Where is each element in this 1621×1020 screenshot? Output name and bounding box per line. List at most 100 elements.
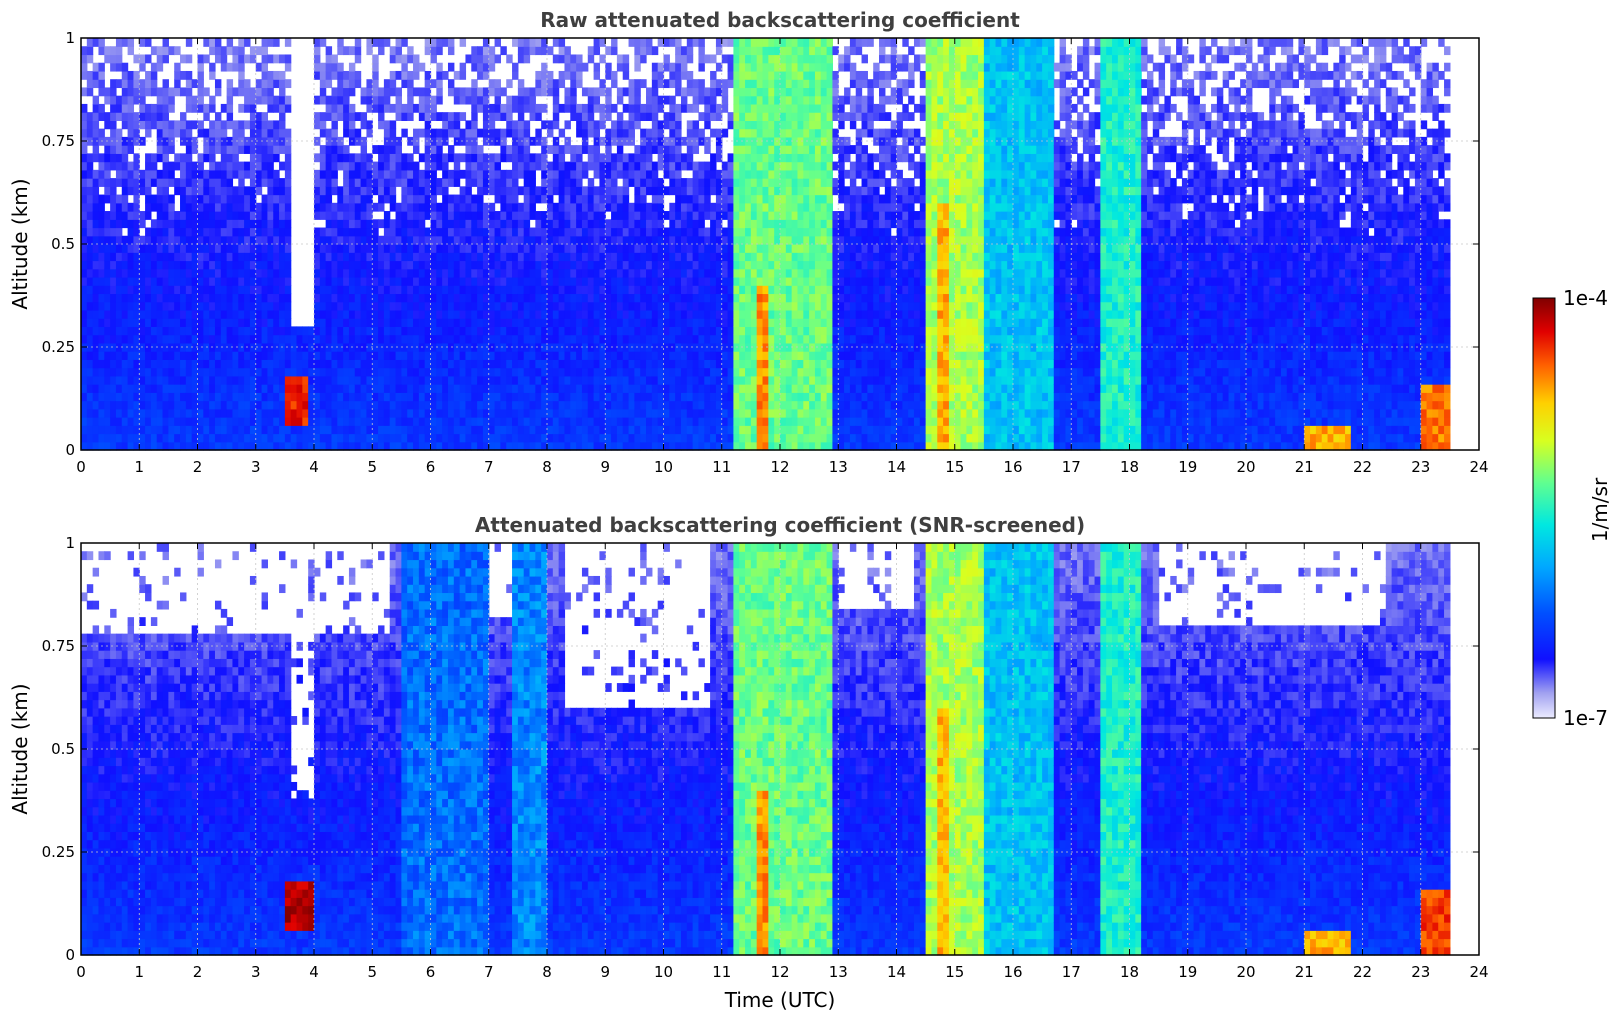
heatmap-cell [506,310,512,319]
heatmap-cell [104,335,110,344]
heatmap-cell [361,351,367,360]
heatmap-cell [460,203,466,212]
heatmap-cell [337,351,343,360]
heatmap-cell [436,368,442,377]
heatmap-cell [535,112,541,121]
heatmap-cell [588,302,594,311]
heatmap-cell [186,285,192,294]
heatmap-cell [710,178,716,187]
heatmap-cell [664,359,670,368]
heatmap-cell [314,417,320,426]
heatmap-cell [477,211,483,220]
heatmap-cell [582,203,588,212]
heatmap-cell [378,38,384,47]
heatmap-cell [605,401,611,410]
heatmap-cell [477,310,483,319]
heatmap-cell [687,269,693,278]
heatmap-cell [273,326,279,335]
heatmap-cell [151,260,157,269]
heatmap-cell [168,409,174,418]
heatmap-cell [232,63,238,72]
heatmap-cell [681,310,687,319]
heatmap-cell [518,335,524,344]
heatmap-cell [477,87,483,96]
heatmap-cell [500,401,506,410]
heatmap-cell [279,417,285,426]
heatmap-cell [530,351,536,360]
heatmap-cell [512,293,518,302]
heatmap-cell [151,71,157,80]
heatmap-cell [372,351,378,360]
heatmap-cell [611,228,617,237]
heatmap-cell [652,302,658,311]
heatmap-cell [559,310,565,319]
heatmap-cell [646,96,652,105]
heatmap-cell [186,293,192,302]
heatmap-cell [244,335,250,344]
heatmap-cell [675,285,681,294]
heatmap-cell [629,219,635,228]
heatmap-cell [331,359,337,368]
heatmap-cell [704,211,710,220]
heatmap-cell [110,54,116,63]
heatmap-cell [454,302,460,311]
heatmap-cell [221,285,227,294]
heatmap-cell [605,252,611,261]
heatmap-cell [495,252,501,261]
heatmap-cell [145,178,151,187]
heatmap-cell [116,335,122,344]
heatmap-cell [646,153,652,162]
heatmap-cell [87,178,93,187]
heatmap-cell [273,252,279,261]
heatmap-cell [728,335,734,344]
heatmap-cell [611,293,617,302]
heatmap-cell [139,186,145,195]
heatmap-cell [232,425,238,434]
heatmap-cell [681,285,687,294]
heatmap-cell [681,153,687,162]
heatmap-cell [664,326,670,335]
heatmap-cell [273,392,279,401]
heatmap-cell [512,310,518,319]
heatmap-cell [512,277,518,286]
heatmap-cell [489,79,495,88]
heatmap-cell [314,260,320,269]
heatmap-cell [279,104,285,113]
heatmap-cell [640,244,646,253]
heatmap-cell [262,244,268,253]
heatmap-cell [739,368,745,377]
heatmap-cell [401,293,407,302]
heatmap-cell [460,38,466,47]
heatmap-cell [331,401,337,410]
heatmap-cell [320,145,326,154]
heatmap-cell [733,186,739,195]
heatmap-cell [244,401,250,410]
heatmap-cell [477,252,483,261]
heatmap-cell [436,434,442,443]
heatmap-cell [471,351,477,360]
heatmap-cell [221,417,227,426]
heatmap-cell [634,351,640,360]
heatmap-cell [128,219,134,228]
heatmap-cell [215,219,221,228]
heatmap-cell [506,302,512,311]
heatmap-cell [559,236,565,245]
heatmap-cell [576,359,582,368]
heatmap-cell [710,54,716,63]
heatmap-cell [477,203,483,212]
heatmap-cell [489,203,495,212]
heatmap-cell [180,260,186,269]
heatmap-cell [611,186,617,195]
heatmap-cell [104,244,110,253]
heatmap-cell [326,392,332,401]
heatmap-cell [81,162,87,171]
heatmap-cell [460,170,466,179]
heatmap-cell [186,129,192,138]
heatmap-cell [634,195,640,204]
heatmap-cell [512,269,518,278]
heatmap-cell [349,417,355,426]
heatmap-cell [518,54,524,63]
heatmap-cell [489,434,495,443]
heatmap-cell [477,178,483,187]
heatmap-cell [273,203,279,212]
